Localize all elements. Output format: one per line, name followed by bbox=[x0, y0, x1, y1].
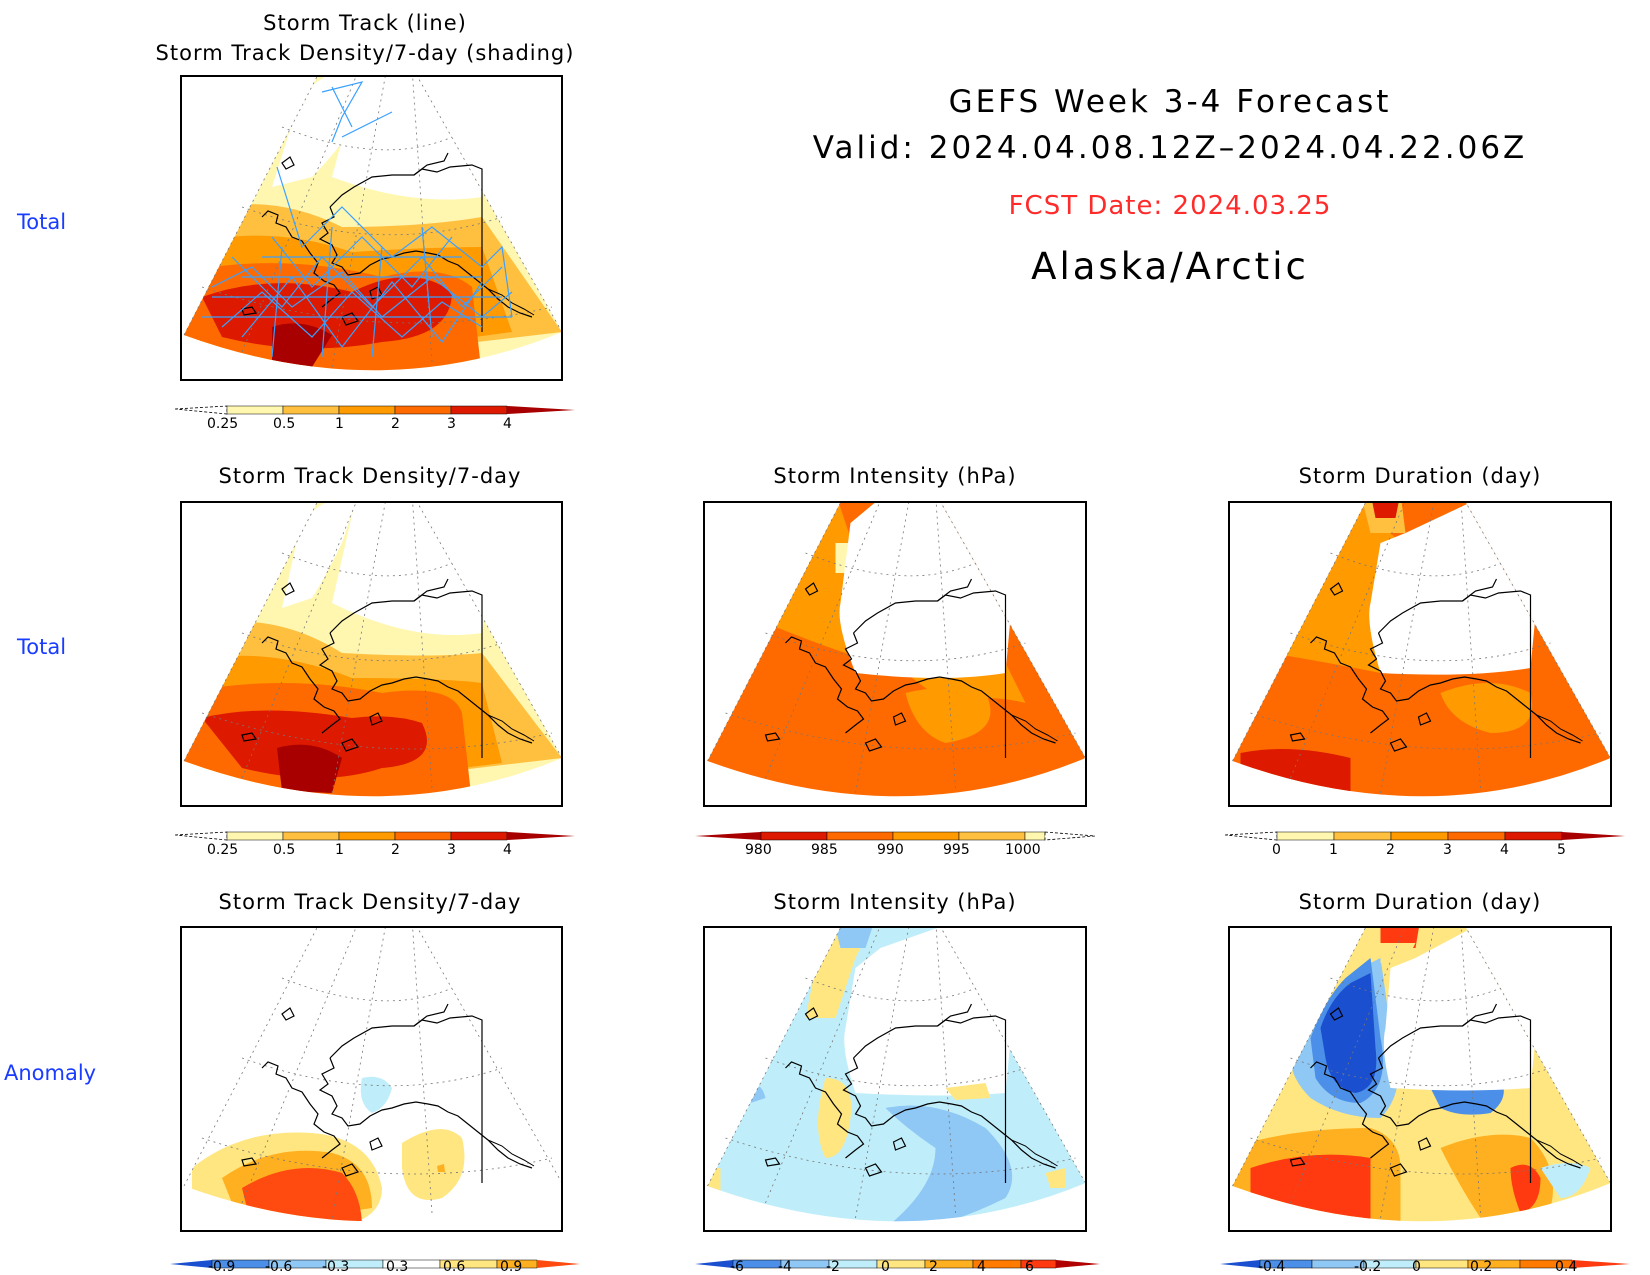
colorbar-density-1-label-1: 0.5 bbox=[273, 416, 296, 432]
panel6-title: Storm Intensity (hPa) bbox=[773, 890, 1017, 914]
panel7-duration-anomaly-map bbox=[1228, 926, 1612, 1232]
colorbar-intensity-anomaly-label-3: 0 bbox=[881, 1259, 890, 1275]
colorbar-intensity-anomaly-label-5: 4 bbox=[977, 1259, 986, 1275]
panel3-intensity-map bbox=[703, 501, 1087, 807]
colorbar-density-anomaly-svg bbox=[170, 1259, 580, 1269]
colorbar-density-1-label-5: 4 bbox=[503, 416, 512, 432]
panel4-duration-map bbox=[1228, 501, 1612, 807]
colorbar-density-1-label-3: 2 bbox=[391, 416, 400, 432]
colorbar-intensity-label-2: 990 bbox=[877, 842, 904, 858]
colorbar-intensity-label-1: 985 bbox=[811, 842, 838, 858]
colorbar-density-anomaly-label-5: 0.9 bbox=[500, 1259, 523, 1275]
panel5-density-anomaly-map bbox=[180, 926, 563, 1232]
colorbar-density-2-label-1: 0.5 bbox=[273, 842, 296, 858]
colorbar-density-2-label-4: 3 bbox=[447, 842, 456, 858]
colorbar-intensity: 980 985 990 995 1000 bbox=[695, 829, 1096, 859]
colorbar-density-1: 0.25 0.5 1 2 3 4 bbox=[174, 403, 575, 433]
colorbar-duration-anomaly-label-4: 0.4 bbox=[1555, 1259, 1578, 1275]
panel2-title: Storm Track Density/7-day bbox=[218, 464, 522, 488]
colorbar-density-1-label-2: 1 bbox=[335, 416, 344, 432]
colorbar-duration-svg bbox=[1224, 831, 1625, 841]
colorbar-intensity-anomaly-label-1: -4 bbox=[778, 1259, 792, 1275]
panel3-title: Storm Intensity (hPa) bbox=[773, 464, 1017, 488]
colorbar-duration-anomaly-svg bbox=[1220, 1259, 1630, 1269]
colorbar-density-2-label-5: 4 bbox=[503, 842, 512, 858]
colorbar-intensity-label-4: 1000 bbox=[1005, 842, 1041, 858]
panel4-title: Storm Duration (day) bbox=[1298, 464, 1542, 488]
colorbar-density-1-label-0: 0.25 bbox=[207, 416, 239, 432]
row-label-total-2: Total bbox=[17, 635, 67, 659]
colorbar-density-2-label-2: 1 bbox=[335, 842, 344, 858]
colorbar-density-anomaly-label-3: 0.3 bbox=[386, 1259, 409, 1275]
colorbar-density-2: 0.25 0.5 1 2 3 4 bbox=[174, 829, 575, 859]
colorbar-intensity-anomaly-svg bbox=[695, 1259, 1100, 1269]
colorbar-intensity-label-3: 995 bbox=[943, 842, 970, 858]
colorbar-density-anomaly-label-4: 0.6 bbox=[443, 1259, 466, 1275]
panel1-storm-track-map bbox=[180, 75, 563, 381]
colorbar-intensity-anomaly-label-2: -2 bbox=[826, 1259, 840, 1275]
colorbar-density-anomaly-label-0: -0.9 bbox=[208, 1259, 236, 1275]
colorbar-density-2-svg bbox=[174, 831, 575, 841]
colorbar-intensity-anomaly-label-6: 6 bbox=[1025, 1259, 1034, 1275]
panel5-title: Storm Track Density/7-day bbox=[218, 890, 522, 914]
row-label-anomaly: Anomaly bbox=[4, 1061, 97, 1085]
panel6-intensity-anomaly-map bbox=[703, 926, 1087, 1232]
valid-period: Valid: 2024.04.08.12Z–2024.04.22.06Z bbox=[812, 130, 1528, 166]
colorbar-duration-label-5: 5 bbox=[1557, 842, 1566, 858]
colorbar-duration-anomaly: -0.4 -0.2 0 0.2 0.4 bbox=[1220, 1254, 1630, 1275]
colorbar-intensity-anomaly-label-4: 2 bbox=[929, 1259, 938, 1275]
colorbar-density-anomaly: -0.9 -0.6 -0.3 0.3 0.6 0.9 bbox=[170, 1254, 580, 1275]
colorbar-density-1-label-4: 3 bbox=[447, 416, 456, 432]
colorbar-density-anomaly-label-2: -0.3 bbox=[322, 1259, 350, 1275]
row-label-total-1: Total bbox=[17, 210, 67, 234]
colorbar-intensity-anomaly-label-0: -6 bbox=[730, 1259, 744, 1275]
colorbar-duration-anomaly-label-0: -0.4 bbox=[1258, 1259, 1286, 1275]
colorbar-intensity-svg bbox=[695, 831, 1096, 841]
panel7-title: Storm Duration (day) bbox=[1298, 890, 1542, 914]
colorbar-density-2-label-0: 0.25 bbox=[207, 842, 239, 858]
colorbar-density-1-svg bbox=[174, 405, 575, 415]
panel1-title-line2: Storm Track Density/7-day (shading) bbox=[155, 41, 575, 65]
colorbar-duration-label-1: 1 bbox=[1329, 842, 1338, 858]
colorbar-duration-anomaly-label-2: 0 bbox=[1412, 1259, 1421, 1275]
panel1-title-line1: Storm Track (line) bbox=[263, 11, 467, 35]
colorbar-density-anomaly-label-1: -0.6 bbox=[265, 1259, 293, 1275]
colorbar-density-2-label-3: 2 bbox=[391, 842, 400, 858]
forecast-date: FCST Date: 2024.03.25 bbox=[1008, 191, 1332, 221]
colorbar-duration-label-3: 3 bbox=[1443, 842, 1452, 858]
colorbar-duration: 0 1 2 3 4 5 bbox=[1224, 829, 1625, 859]
colorbar-duration-anomaly-label-1: -0.2 bbox=[1354, 1259, 1382, 1275]
colorbar-duration-label-2: 2 bbox=[1386, 842, 1395, 858]
colorbar-duration-label-4: 4 bbox=[1500, 842, 1509, 858]
colorbar-intensity-label-0: 980 bbox=[745, 842, 772, 858]
panel2-density-map bbox=[180, 501, 563, 807]
forecast-title: GEFS Week 3-4 Forecast bbox=[948, 84, 1392, 120]
colorbar-duration-label-0: 0 bbox=[1272, 842, 1281, 858]
colorbar-intensity-anomaly: -6 -4 -2 0 2 4 6 bbox=[695, 1254, 1100, 1275]
colorbar-duration-anomaly-label-3: 0.2 bbox=[1470, 1259, 1493, 1275]
region-name: Alaska/Arctic bbox=[1031, 245, 1309, 288]
